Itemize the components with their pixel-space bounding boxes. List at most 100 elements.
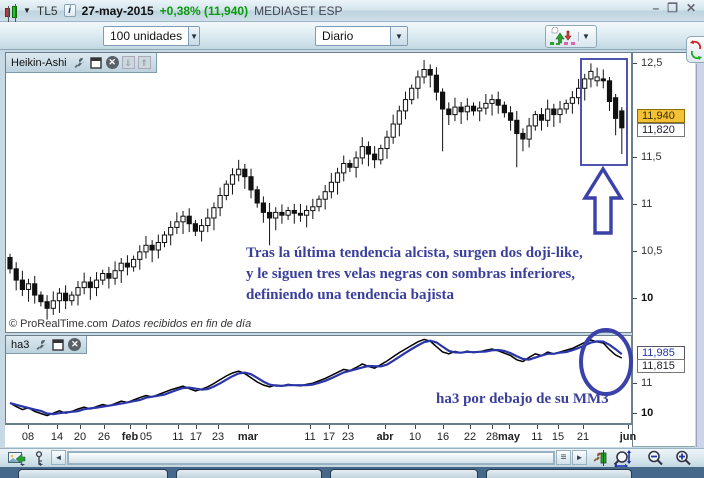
x-axis-label: jun bbox=[619, 431, 637, 443]
indicator-value-marker: 11,815 bbox=[637, 359, 685, 373]
horizontal-scrollbar[interactable] bbox=[67, 451, 555, 465]
background-window-tab[interactable] bbox=[18, 469, 168, 478]
x-axis-label: 08 bbox=[21, 431, 35, 443]
scroll-options-button[interactable]: ≡ bbox=[556, 450, 571, 465]
y-axis-label: 11 bbox=[641, 377, 653, 389]
quote-date: 27-may-2015 bbox=[81, 3, 154, 18]
quote-change: +0,38% (11,940) bbox=[159, 3, 249, 18]
window-right-edge bbox=[696, 64, 704, 447]
y-axis-label: 12,5 bbox=[641, 57, 663, 69]
zoom-fit-button[interactable] bbox=[612, 449, 638, 467]
chart-type-icon bbox=[550, 27, 575, 45]
watermark-note: Datos recibidos en fin de día bbox=[111, 318, 252, 330]
y-axis-label: 10,5 bbox=[641, 245, 663, 257]
price-axis[interactable]: 12,5 11,5 11 10,5 10 11,940 11,820 11,985 11,815… bbox=[632, 52, 695, 447]
x-axis-label: 14 bbox=[50, 431, 64, 443]
units-dropdown-caret-icon[interactable]: ▼ bbox=[188, 27, 199, 45]
x-axis-label: feb bbox=[121, 431, 139, 443]
zoom-fit-icon bbox=[613, 449, 632, 467]
background-window-tab[interactable] bbox=[176, 469, 322, 478]
main-indicator-bar: Heikin-Ashi ✕ ⇓ ⇑ bbox=[6, 53, 157, 73]
menu-lines-icon: ≡ bbox=[560, 452, 567, 463]
x-axis-label: 20 bbox=[73, 431, 87, 443]
restore-button[interactable]: ❐ bbox=[667, 1, 678, 15]
window-icon[interactable] bbox=[89, 56, 103, 70]
x-axis-label: 17 bbox=[322, 431, 336, 443]
symbol-dropdown-caret-icon[interactable]: ▼ bbox=[23, 6, 31, 15]
chart-type-caret-icon[interactable]: ▼ bbox=[578, 32, 593, 41]
mm3-line bbox=[9, 339, 623, 416]
indicator-title: Heikin-Ashi bbox=[11, 56, 67, 69]
zoom-in-icon bbox=[676, 450, 691, 465]
close-icon[interactable]: ✕ bbox=[68, 338, 82, 351]
x-axis-label: 22 bbox=[463, 431, 477, 443]
x-axis-label: 11 bbox=[304, 431, 316, 443]
chart-settings-button[interactable] bbox=[591, 450, 609, 466]
indicator-value-marker: 11,985 bbox=[637, 346, 685, 360]
left-arrow-icon: ◄ bbox=[54, 453, 63, 462]
x-axis-label: may bbox=[497, 431, 521, 443]
x-axis-label: 23 bbox=[341, 431, 355, 443]
scroll-left-button[interactable]: ◄ bbox=[51, 450, 66, 465]
watermark: © ProRealTime.com Datos recibidos en fin … bbox=[9, 318, 251, 330]
wrench-icon[interactable] bbox=[72, 56, 86, 70]
background-windows-strip bbox=[0, 467, 704, 478]
period-dropdown-caret-icon[interactable]: ▼ bbox=[390, 27, 407, 45]
window-icon[interactable] bbox=[51, 338, 65, 352]
chart-annotation-text: Tras la última tendencia alcista, surgen… bbox=[246, 245, 583, 303]
candlestick-logo-icon bbox=[5, 3, 17, 24]
zoom-out-button[interactable] bbox=[644, 450, 666, 466]
close-icon[interactable]: ✕ bbox=[105, 56, 119, 69]
close-button[interactable]: ✕ bbox=[685, 1, 696, 15]
refresh-arrows-icon bbox=[689, 39, 702, 60]
instrument-name: MEDIASET ESP bbox=[254, 3, 343, 18]
minimize-button[interactable]: – bbox=[652, 1, 660, 15]
x-axis-label: 23 bbox=[211, 431, 225, 443]
x-axis-label: 10 bbox=[408, 431, 422, 443]
x-axis-label: 16 bbox=[436, 431, 450, 443]
bottom-toolbar: ◄ ≡ ► bbox=[0, 448, 704, 467]
ha3-line-chart[interactable] bbox=[6, 336, 631, 423]
time-axis[interactable]: 08 14 20 26 feb 05 11 17 23 mar 11 17 23 abr 10 16 22 28 m… bbox=[5, 424, 636, 447]
chart-toolbar: 100 unidades ▼ Diario ▼ ▼ bbox=[0, 22, 704, 50]
zoom-in-button[interactable] bbox=[672, 450, 694, 466]
x-axis-label: abr bbox=[376, 431, 394, 443]
y-axis-label: 10 bbox=[641, 407, 654, 419]
x-axis-label: 21 bbox=[576, 431, 590, 443]
arrow-down-icon: ⇓ bbox=[121, 56, 135, 69]
arrow-up-icon: ⇑ bbox=[137, 56, 151, 69]
period-dropdown[interactable]: Diario ▼ bbox=[315, 26, 408, 46]
ha3-annotation-text: ha3 por debajo de su MM3 bbox=[436, 391, 609, 407]
y-axis-label: 10 bbox=[641, 292, 654, 304]
indicator-title: ha3 bbox=[11, 338, 30, 351]
scrollbar-thumb[interactable] bbox=[68, 452, 554, 464]
period-dropdown-value: Diario bbox=[322, 29, 354, 43]
compare-tab[interactable] bbox=[686, 36, 704, 63]
info-button[interactable]: i bbox=[63, 4, 76, 17]
x-axis-label: 11 bbox=[531, 431, 543, 443]
price-marker: 11,820 bbox=[637, 123, 685, 137]
y-axis-label: 11,5 bbox=[641, 151, 662, 163]
x-axis-label: 17 bbox=[189, 431, 203, 443]
wrench-candle-icon bbox=[593, 450, 606, 466]
ha3-indicator-bar: ha3 ✕ bbox=[6, 336, 88, 354]
x-axis-label: mar bbox=[237, 431, 259, 443]
background-window-tab[interactable] bbox=[330, 469, 478, 478]
chart-type-button[interactable]: ▼ bbox=[545, 25, 597, 48]
symbol-code: TL5 bbox=[36, 3, 58, 18]
scroll-right-button[interactable]: ► bbox=[572, 450, 587, 465]
export-image-button[interactable] bbox=[7, 450, 27, 466]
watermark-brand: © ProRealTime.com bbox=[9, 318, 108, 330]
export-image-icon bbox=[8, 451, 26, 466]
units-dropdown[interactable]: 100 unidades ▼ bbox=[103, 26, 200, 46]
main-chart-panel[interactable]: Heikin-Ashi ✕ ⇓ ⇑ Tras la última tendenc… bbox=[5, 52, 632, 333]
x-axis-label: 28 bbox=[485, 431, 499, 443]
ha3-indicator-panel[interactable]: ha3 ✕ ha3 por debajo de su MM3 bbox=[5, 335, 632, 424]
background-window-tab[interactable] bbox=[486, 469, 632, 478]
password-button[interactable] bbox=[32, 450, 46, 466]
wrench-icon[interactable] bbox=[34, 338, 48, 352]
x-axis-label: 26 bbox=[97, 431, 111, 443]
x-axis-label: 11 bbox=[172, 431, 184, 443]
price-marker: 11,940 bbox=[637, 109, 685, 123]
